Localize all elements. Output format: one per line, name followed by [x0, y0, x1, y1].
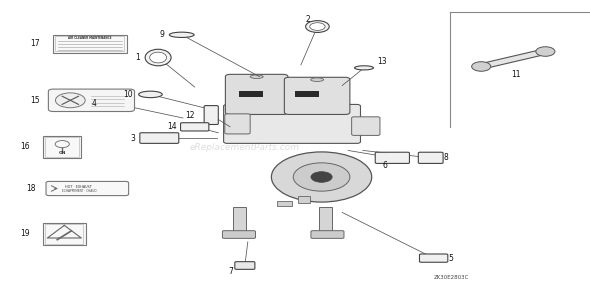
FancyBboxPatch shape [48, 89, 135, 112]
Ellipse shape [306, 21, 329, 32]
Circle shape [536, 47, 555, 56]
Text: ECHAPPEMENT · CHAUD: ECHAPPEMENT · CHAUD [62, 189, 96, 193]
Circle shape [271, 152, 372, 202]
Ellipse shape [139, 91, 162, 98]
FancyBboxPatch shape [204, 106, 218, 124]
Text: 18: 18 [27, 184, 36, 193]
Ellipse shape [355, 66, 373, 70]
FancyBboxPatch shape [311, 231, 344, 238]
Circle shape [311, 172, 332, 182]
FancyBboxPatch shape [181, 123, 209, 131]
Text: 19: 19 [21, 229, 30, 238]
Text: HOT · EXHAUST: HOT · EXHAUST [65, 185, 92, 189]
Bar [45, 137, 79, 157]
Text: 11: 11 [512, 70, 521, 79]
FancyBboxPatch shape [284, 77, 350, 114]
Text: 7: 7 [228, 268, 233, 276]
Text: 9: 9 [159, 30, 164, 39]
Text: 5: 5 [448, 254, 453, 263]
FancyBboxPatch shape [222, 231, 255, 238]
Text: 13: 13 [377, 58, 386, 66]
Ellipse shape [150, 52, 166, 63]
FancyBboxPatch shape [140, 133, 179, 143]
Bar [239, 91, 263, 97]
Text: AIR CLEANER MAINTENANCE: AIR CLEANER MAINTENANCE [68, 36, 112, 40]
FancyBboxPatch shape [225, 74, 288, 114]
FancyBboxPatch shape [224, 104, 360, 143]
FancyBboxPatch shape [418, 152, 443, 163]
Text: 3: 3 [131, 134, 136, 142]
FancyBboxPatch shape [225, 114, 250, 134]
FancyBboxPatch shape [235, 262, 255, 269]
Text: 10: 10 [123, 90, 133, 99]
Text: ON: ON [58, 151, 66, 155]
Bar [277, 201, 292, 206]
Bar [319, 206, 332, 233]
Bar [298, 196, 310, 203]
FancyBboxPatch shape [106, 99, 121, 107]
Ellipse shape [145, 49, 171, 66]
Text: 15: 15 [31, 96, 40, 105]
Circle shape [293, 163, 350, 191]
Circle shape [55, 93, 85, 108]
FancyBboxPatch shape [352, 117, 380, 135]
Text: 14: 14 [168, 122, 177, 131]
Text: 16: 16 [21, 142, 30, 151]
Bar [295, 91, 319, 97]
Ellipse shape [169, 32, 194, 37]
Ellipse shape [250, 75, 263, 78]
Bar [45, 224, 83, 244]
Text: 1: 1 [136, 53, 140, 62]
Polygon shape [479, 49, 548, 69]
FancyBboxPatch shape [375, 152, 409, 163]
Bar [43, 223, 86, 245]
Text: 17: 17 [31, 39, 40, 48]
Text: ZK30E2803C: ZK30E2803C [434, 275, 469, 280]
Bar [53, 35, 127, 53]
Text: 4: 4 [92, 99, 97, 108]
Text: 6: 6 [383, 161, 388, 170]
Text: eReplacementParts.com: eReplacementParts.com [190, 143, 300, 152]
Bar [233, 206, 246, 233]
FancyBboxPatch shape [419, 254, 448, 262]
Text: 2: 2 [306, 15, 310, 24]
Circle shape [471, 62, 491, 71]
Bar [43, 136, 81, 158]
FancyBboxPatch shape [46, 181, 129, 196]
Ellipse shape [310, 78, 323, 81]
Ellipse shape [310, 23, 325, 30]
Text: 12: 12 [185, 111, 195, 119]
Bar [55, 36, 124, 51]
Text: 8: 8 [444, 153, 448, 162]
